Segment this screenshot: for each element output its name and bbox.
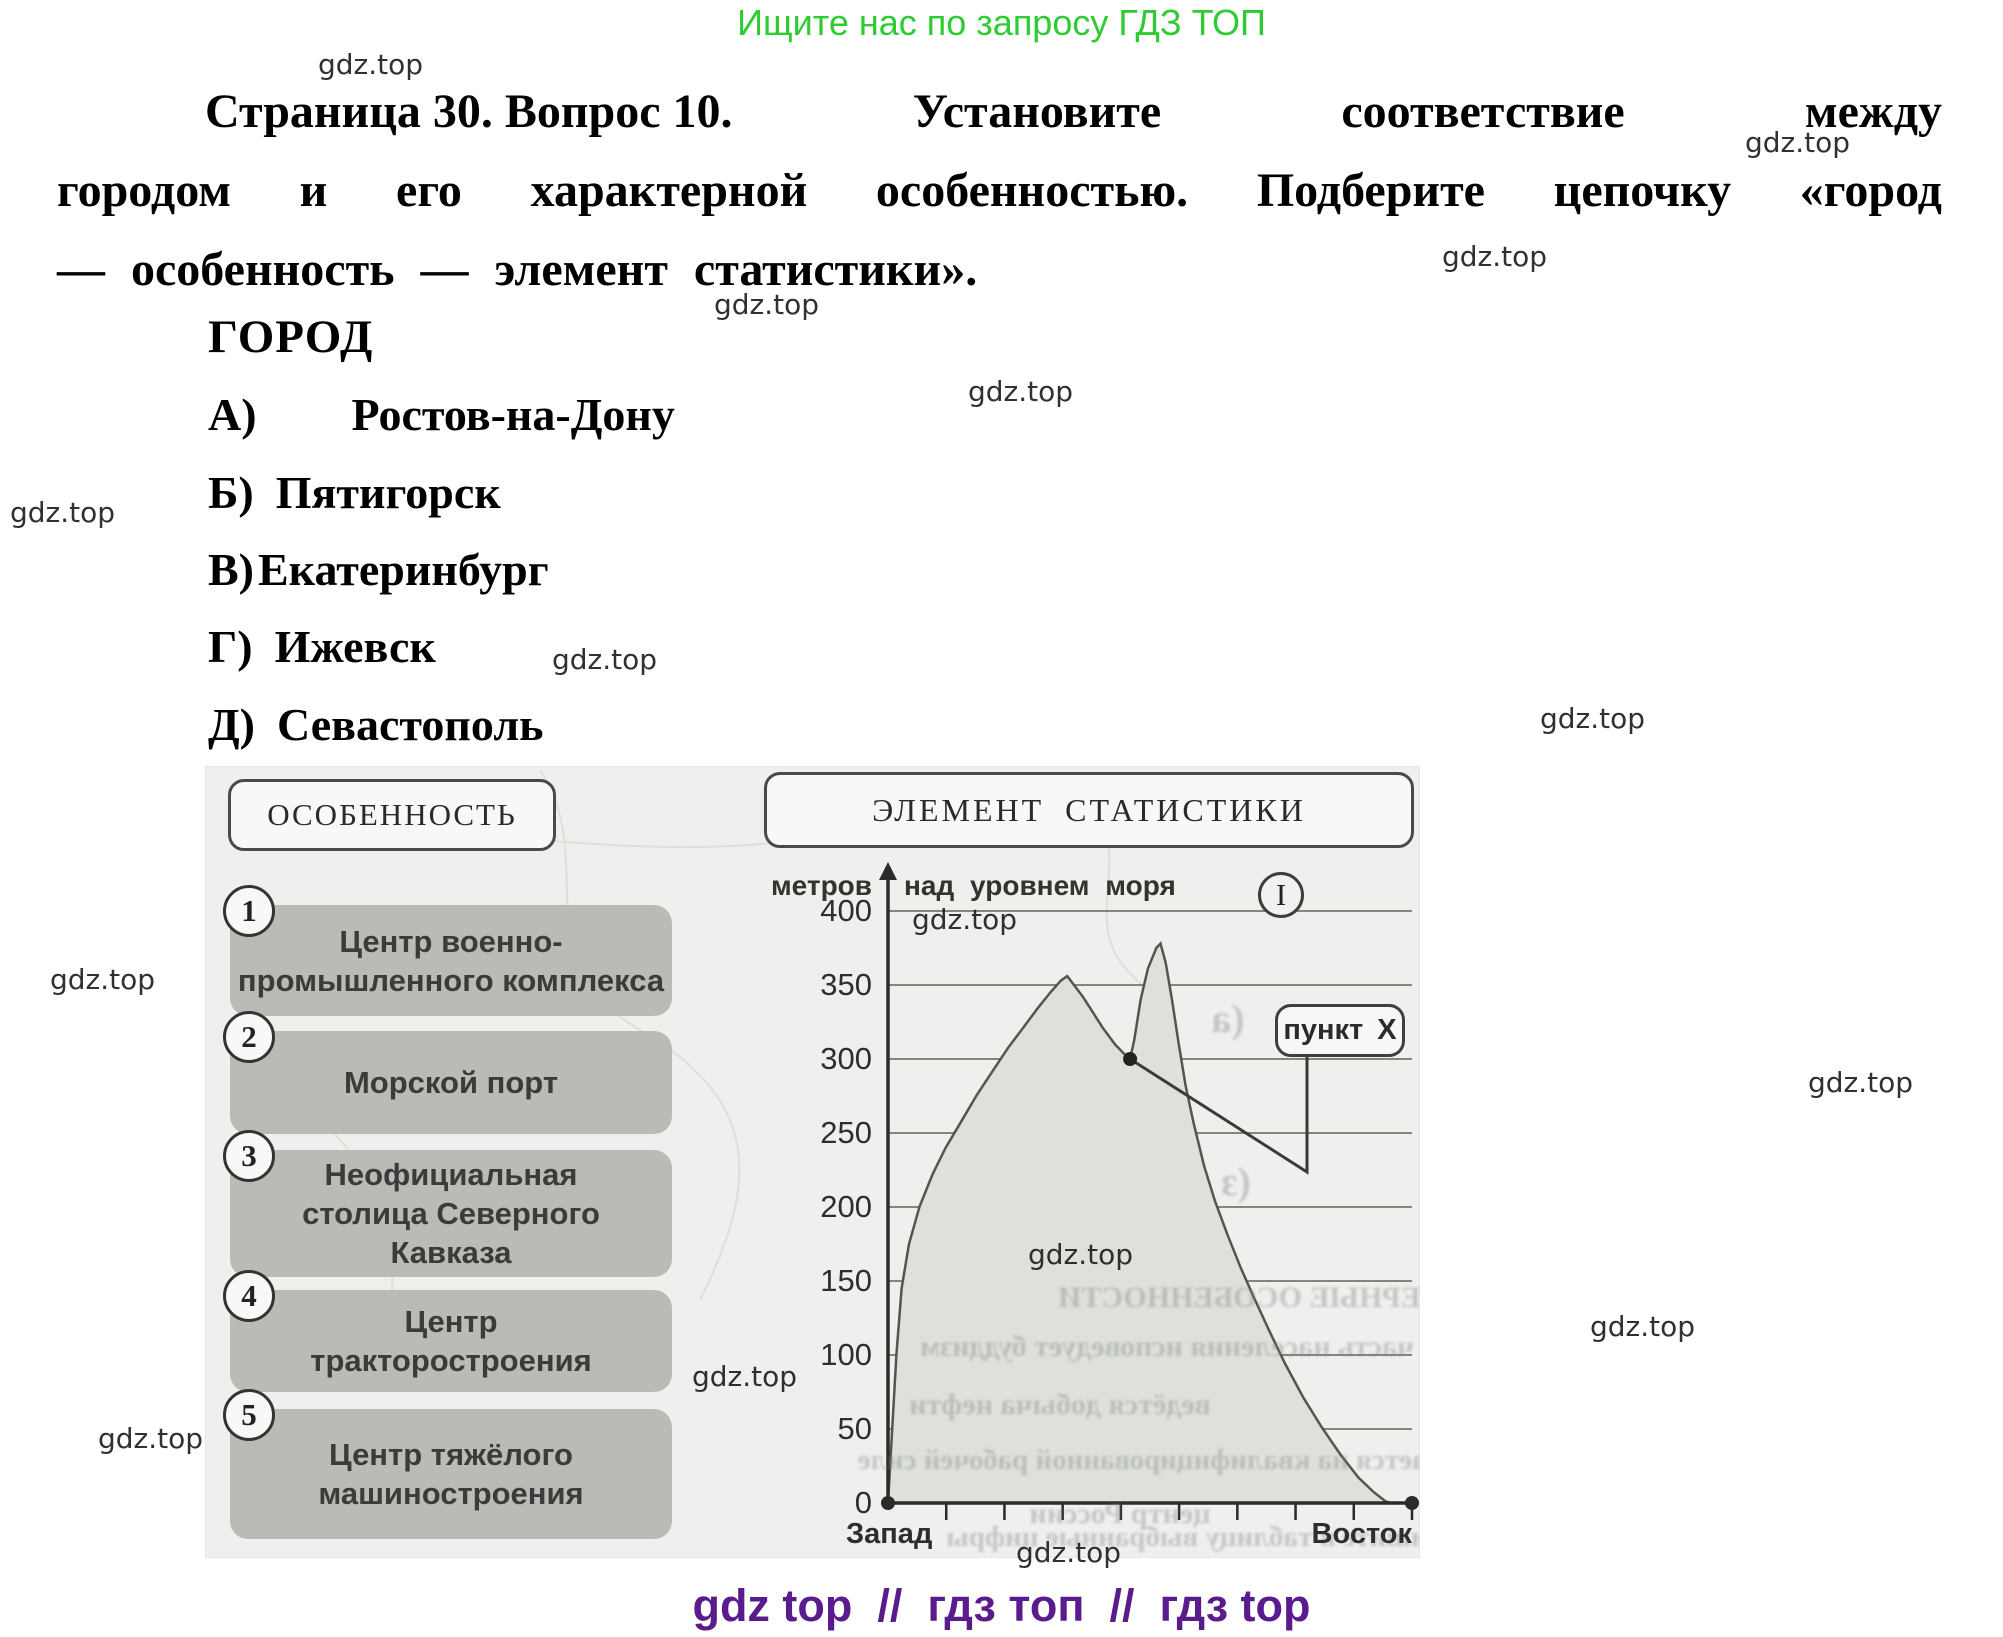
question-word: и: [299, 164, 328, 217]
x-axis-west-label: Запад: [846, 1518, 933, 1550]
page-bleed-text: (а: [1211, 996, 1245, 1041]
question-word: соответствие: [1341, 85, 1625, 138]
svg-text:100: 100: [820, 1337, 872, 1372]
feature-panel-title: ОСОБЕННОСТЬ: [228, 779, 556, 851]
city-list-heading: ГОРОД: [208, 311, 374, 363]
gdz-watermark: gdz.top: [1442, 240, 1548, 273]
city-name: Ижевск: [274, 621, 436, 672]
page-bleed-text: (з: [1221, 1159, 1251, 1204]
city-name: Пятигорск: [275, 467, 501, 518]
gdz-watermark: gdz.top: [98, 1422, 204, 1455]
y-axis-caption: над уровнем моря: [904, 870, 1176, 901]
gdz-watermark: gdz.top: [1745, 126, 1851, 159]
feature-number-badge: 3: [223, 1130, 275, 1182]
feature-text: Центр тракторостроения: [310, 1304, 592, 1378]
question-word: особенностью.: [875, 164, 1189, 217]
svg-text:400: 400: [820, 893, 872, 928]
feature-text: Морской порт: [343, 1065, 559, 1100]
city-label: Д): [208, 699, 255, 750]
page-bleed-text: ХАРАКТЕРНЫЕ ОСОБЕННОСТИ: [1058, 1281, 1420, 1314]
elevation-profile-chart: 400 350 300 250 200 150 100 50 0: [820, 862, 1419, 1520]
gdz-watermark: gdz.top: [552, 643, 658, 676]
feature-text: Неофициальная столица Северного Кавказа: [302, 1157, 600, 1270]
gdz-watermark: gdz.top: [1808, 1066, 1914, 1099]
svg-text:50: 50: [838, 1411, 872, 1446]
svg-text:0: 0: [855, 1485, 872, 1520]
feature-number-badge: 2: [223, 1011, 275, 1063]
feature-number-badge: 1: [223, 885, 275, 937]
question-line-3: — особенность — элемент статистики».: [57, 243, 978, 296]
gdz-watermark: gdz.top: [50, 963, 156, 996]
gdz-watermark: gdz.top: [1590, 1310, 1696, 1343]
svg-text:200: 200: [820, 1189, 872, 1224]
svg-text:350: 350: [820, 967, 872, 1002]
feature-item-1: 1 Центр военно- промышленного комплекса: [223, 885, 672, 1016]
page-bleed-text: ведётся добыча нефти: [909, 1388, 1211, 1421]
roman-numeral-marker: I: [1258, 872, 1304, 918]
feature-item-5: 5 Центр тяжёлого машиностроения: [223, 1389, 672, 1539]
feature-number-badge: 4: [223, 1270, 275, 1322]
feature-item-2: 2 Морской порт: [223, 1011, 672, 1134]
city-item-d: Д) Севастополь: [208, 698, 543, 751]
question-word: Страница 30. Вопрос 10.: [205, 85, 733, 138]
question-line-2: городом и его характерной особенностью. …: [57, 163, 1942, 218]
svg-text:300: 300: [820, 1041, 872, 1076]
y-axis-unit-label: метров: [770, 870, 872, 901]
gdz-watermark: gdz.top: [10, 496, 116, 529]
city-name: Екатеринбург: [258, 544, 549, 595]
gdz-watermark: gdz.top: [968, 375, 1074, 408]
question-word: Подберите: [1256, 164, 1485, 217]
city-name: Севастополь: [276, 699, 544, 750]
city-item-a: А) Ростов-на-Дону: [208, 388, 675, 441]
stats-panel-title: ЭЛЕМЕНТ СТАТИСТИКИ: [764, 772, 1414, 848]
feature-text: Центр тяжёлого машиностроения: [318, 1437, 584, 1511]
city-item-b: Б) Пятигорск: [208, 466, 501, 519]
city-item-g: Г) Ижевск: [208, 620, 436, 673]
city-label: В): [208, 544, 254, 595]
question-line-1: Страница 30. Вопрос 10. Установите соотв…: [205, 84, 1942, 139]
gdz-watermark: gdz.top: [318, 48, 424, 81]
x-axis-east-label: Восток: [1311, 1518, 1412, 1550]
city-name: Ростов-на-Дону: [351, 389, 675, 440]
feature-item-4: 4 Центр тракторостроения: [223, 1270, 672, 1392]
svg-text:150: 150: [820, 1263, 872, 1298]
feature-number-badge: 5: [223, 1389, 275, 1441]
gdz-watermark: gdz.top: [1028, 1238, 1134, 1271]
svg-text:250: 250: [820, 1115, 872, 1150]
city-label: Б): [208, 467, 254, 518]
feature-text: Центр военно- промышленного комплекса: [237, 923, 665, 998]
gdz-watermark: gdz.top: [912, 903, 1018, 936]
question-word: городом: [57, 164, 231, 217]
gdz-watermark: gdz.top: [714, 288, 820, 321]
gdz-watermark: gdz.top: [692, 1360, 798, 1393]
question-word: цепочку: [1553, 164, 1732, 217]
question-word: между: [1804, 85, 1942, 138]
feature-item-3: 3 Неофициальная столица Северного Кавказ…: [223, 1130, 672, 1277]
page-bleed-text: производство основывается на квалифициро…: [857, 1444, 1420, 1476]
city-label: А): [208, 389, 257, 440]
gdz-watermark: gdz.top: [1540, 702, 1646, 735]
question-word: его: [396, 164, 462, 217]
gdz-watermark: gdz.top: [1016, 1536, 1122, 1569]
promo-banner: Ищите нас по запросу ГДЗ ТОП: [737, 2, 1266, 43]
question-word: «город: [1799, 164, 1942, 217]
question-word: характерной: [530, 164, 808, 217]
point-x-callout: пункт X: [1275, 1004, 1405, 1057]
question-word: Установите: [912, 85, 1162, 138]
page-bleed-text: большая часть населения исповедует будди…: [920, 1330, 1420, 1363]
footer-brand: gdz top // гдз топ // гдз top: [692, 1580, 1311, 1631]
city-label: Г): [208, 621, 253, 672]
city-item-v: В)Екатеринбург: [208, 543, 549, 596]
